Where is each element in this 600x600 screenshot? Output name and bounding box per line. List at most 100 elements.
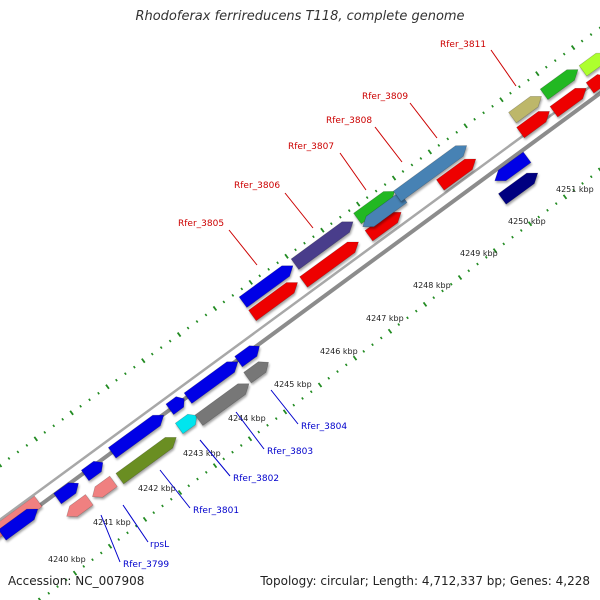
tick-mark: [69, 410, 74, 416]
tick-mark: [406, 316, 409, 320]
tick-mark: [150, 352, 154, 356]
tick-mark: [484, 255, 488, 259]
tick-mark: [168, 339, 172, 343]
tick-mark: [248, 279, 253, 285]
kbp-labels: 4240 kbp 4241 kbp 4242 kbp 4243 kbp 4244…: [48, 185, 594, 564]
tick-mark: [132, 365, 136, 369]
tick-mark: [537, 215, 541, 219]
kbp-label-4241: 4241 kbp: [93, 518, 131, 527]
gene-label-rpsl: rpsL: [150, 540, 169, 550]
tick-mark: [43, 430, 47, 434]
tick-mark: [239, 444, 243, 447]
tick-mark: [397, 323, 401, 326]
kbp-label-4243: 4243 kbp: [183, 449, 221, 458]
accession-text: Accession: NC_007908: [8, 574, 145, 588]
gene-feature-khaki: [508, 96, 542, 124]
gene-features: [0, 52, 600, 541]
tick-mark: [482, 111, 485, 115]
gene-feature-red: [299, 241, 359, 288]
gene-feature-blue: [107, 414, 165, 459]
gene-label-rfer-3803: Rfer_3803: [267, 447, 313, 457]
tick-mark: [580, 39, 584, 43]
tick-mark: [374, 189, 378, 193]
gene-feature-red: [585, 74, 600, 94]
gene-feature-blue: [238, 265, 294, 308]
tick-mark: [553, 59, 557, 63]
tick-mark: [432, 296, 436, 300]
tick-mark: [56, 585, 59, 589]
gene-feature-green: [539, 69, 579, 101]
tick-mark: [159, 346, 163, 350]
tick-mark: [362, 349, 366, 353]
tick-mark: [257, 430, 261, 434]
gene-feature-pink: [92, 475, 118, 498]
kbp-label-4246: 4246 kbp: [320, 347, 358, 356]
tick-mark: [195, 320, 199, 323]
tick-mark: [589, 175, 593, 179]
tick-mark: [115, 378, 118, 382]
tick-mark: [535, 71, 540, 77]
tick-mark: [320, 227, 325, 233]
tick-mark: [187, 484, 191, 488]
tick-mark: [329, 222, 333, 226]
tick-mark: [258, 274, 262, 278]
tick-mark: [284, 253, 289, 259]
tick-mark: [581, 181, 584, 185]
gene-label-rfer-3804: Rfer_3804: [301, 422, 347, 432]
tick-mark: [64, 578, 68, 582]
tick-mark: [467, 269, 471, 273]
tick-mark: [572, 188, 576, 192]
kbp-label-4242: 4242 kbp: [138, 484, 176, 493]
tick-mark: [476, 262, 479, 266]
map-title: Rhodoferax ferrireducens T118, complete …: [135, 9, 465, 24]
tick-mark: [72, 570, 78, 576]
tick-mark: [387, 328, 393, 334]
tick-mark: [327, 376, 331, 380]
tick-mark: [463, 123, 468, 129]
tick-mark: [527, 221, 533, 227]
gene-feature-blue: [234, 345, 260, 368]
tick-mark: [177, 489, 183, 496]
gene-feature-steelblue: [392, 145, 468, 203]
tick-mark: [107, 543, 113, 549]
gene-feature-cyan: [174, 413, 198, 435]
tick-mark: [105, 384, 110, 390]
kbp-label-4244: 4244 kbp: [228, 414, 266, 423]
tick-mark: [518, 85, 521, 89]
gene-feature-red: [248, 282, 299, 322]
gene-label-rfer-3809: Rfer_3809: [362, 92, 408, 102]
tick-mark: [422, 301, 428, 307]
tick-mark: [401, 170, 405, 173]
tick-mark: [589, 33, 593, 36]
gene-label-rfer-3811: Rfer_3811: [440, 40, 486, 50]
gene-feature-blue: [494, 151, 532, 182]
tick-mark: [292, 403, 296, 407]
tick-mark: [37, 597, 42, 600]
tick-mark: [449, 282, 453, 286]
tick-mark: [446, 137, 450, 141]
gene-label-rfer-3808: Rfer_3808: [326, 116, 372, 126]
tick-mark: [312, 235, 315, 239]
tick-mark: [455, 130, 459, 134]
backbone-upper: [0, 77, 600, 522]
tick-mark: [266, 423, 269, 427]
gene-feature-grey: [243, 361, 269, 384]
tick-mark: [16, 450, 20, 454]
gene-label-rfer-3807: Rfer_3807: [288, 142, 334, 152]
gene-feature-red: [549, 87, 587, 118]
tick-mark: [519, 229, 523, 232]
gene-label-rfer-3806: Rfer_3806: [234, 181, 280, 191]
gene-feature-blue: [80, 460, 104, 482]
gene-feature-olive: [115, 437, 177, 485]
tick-mark: [303, 241, 306, 245]
tick-mark: [247, 436, 253, 442]
gene-feature-blue: [183, 361, 239, 404]
tick-mark: [79, 404, 82, 408]
tick-mark: [126, 531, 129, 535]
tick-mark: [597, 167, 600, 172]
tick-mark: [47, 591, 51, 595]
tick-mark: [169, 497, 173, 501]
gene-label-rfer-3805: Rfer_3805: [178, 219, 224, 229]
tick-mark: [371, 343, 374, 347]
